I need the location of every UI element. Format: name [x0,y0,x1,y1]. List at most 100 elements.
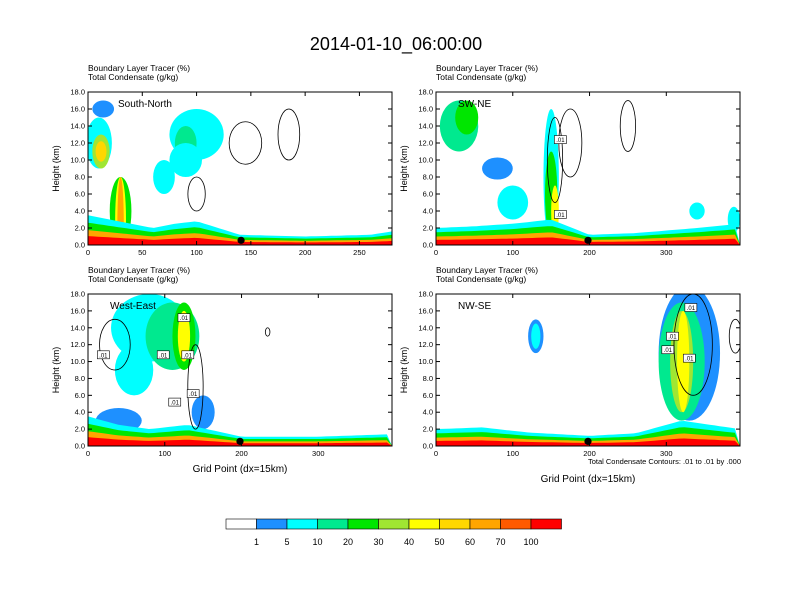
condensate-contour-3 [619,100,636,152]
colorbar-label: 1 [254,537,259,547]
y-tick-label: 4.0 [423,408,433,417]
tracer-plume-7 [169,143,202,177]
x-tick-label: 300 [660,449,673,458]
y-tick-label: 16.0 [70,105,85,114]
contour-value-label: .01 [666,331,679,341]
colorbar-swatch [469,518,501,530]
colorbar-swatch [500,518,532,530]
colorbar-swatch [317,518,349,530]
figure-title: 2014-01-10_06:00:00 [310,34,482,55]
y-tick-label: 12.0 [70,139,85,148]
x-tick-label: 200 [235,449,248,458]
x-tick-label: 100 [159,449,172,458]
y-tick-label: 8.0 [75,374,85,383]
cross-section-label: South-North [118,99,172,110]
panel-subtitle-line2: Total Condensate (g/kg) [436,274,526,284]
x-tick-label: 200 [299,248,312,257]
panel-3: 0.0 2.0 4.0 6.0 8.0 10.0 12.0 14.0 16.0 18.0 0 100 2… [51,265,393,475]
x-tick-label: 0 [434,449,438,458]
tracer-plume-8 [153,160,175,194]
y-tick-label: 12.0 [418,340,433,349]
x-tick-label: 100 [190,248,203,257]
panel-1: 0.0 2.0 4.0 6.0 8.0 10.0 12.0 14.0 16.0 18.0 0 50 10… [51,63,393,257]
plot-frame [87,91,393,246]
svg-text:.01: .01 [556,213,565,219]
location-marker [584,236,592,244]
y-tick-label: 6.0 [423,391,433,400]
panel-2: 0.0 2.0 4.0 6.0 8.0 10.0 12.0 14.0 16.0 18.0 0 100 2… [399,63,741,257]
contour-value-label: .01 [661,345,675,354]
y-tick-label: 8.0 [423,374,433,383]
x-axis-label: Grid Point (dx=15km) [541,474,636,485]
colorbar-swatch [408,518,440,530]
tracer-field [436,100,740,245]
svg-text:.01: .01 [180,316,189,322]
colorbar: 1 5 10 20 30 40 50 60 70 100 [225,518,562,547]
condensate-contour-3 [264,327,271,337]
panel-subtitle-line1: Boundary Layer Tracer (%) [436,63,538,73]
tracer-plume-4 [177,310,191,362]
y-tick-label: 0.0 [423,241,433,250]
svg-text:.01: .01 [159,353,168,359]
boundary-layer-band-4 [436,438,740,446]
plot-frame [87,293,393,447]
condensate-contour-1 [673,294,713,396]
contour-value-label: .01 [554,135,567,144]
y-axis-label: Height (km) [399,145,409,192]
colorbar-label: 5 [284,537,289,547]
svg-text:.01: .01 [556,138,565,144]
colorbar-swatch [378,518,410,530]
colorbar-swatch [347,518,379,530]
y-axis-label: Height (km) [51,347,61,394]
tracer-plume-8 [689,202,705,220]
y-tick-label: 12.0 [70,340,85,349]
colorbar-swatch [256,518,288,530]
contour-info: Total Condensate Contours: .01 to .01 by… [588,457,741,466]
colorbar-label: 10 [312,537,322,547]
colorbar-label: 50 [434,537,444,547]
y-tick-label: 14.0 [418,122,433,131]
location-marker [584,437,592,445]
tracer-field [88,100,392,245]
cross-section-label: NW-SE [458,301,491,312]
contour-value-label: .01 [181,350,195,359]
colorbar-swatch [286,518,318,530]
svg-text:.01: .01 [664,348,673,354]
y-tick-label: 14.0 [418,323,433,332]
svg-text:.01: .01 [687,306,696,312]
y-tick-label: 6.0 [75,391,85,400]
y-tick-label: 4.0 [75,207,85,216]
y-tick-label: 6.0 [75,190,85,199]
contour-value-label: .01 [186,389,200,398]
y-tick-label: 10.0 [418,357,433,366]
svg-text:.01: .01 [189,392,198,398]
svg-text:.01: .01 [184,353,193,359]
condensate-contour-2 [277,108,301,161]
y-tick-label: 4.0 [423,207,433,216]
y-tick-label: 18.0 [418,290,433,299]
y-tick-label: 0.0 [75,241,85,250]
y-tick-label: 14.0 [70,122,85,131]
x-tick-label: 300 [660,248,673,257]
y-tick-label: 16.0 [418,105,433,114]
y-tick-label: 2.0 [75,224,85,233]
x-tick-label: 0 [86,248,90,257]
colorbar-label: 20 [343,537,353,547]
colorbar-label: 60 [465,537,475,547]
x-tick-label: 250 [353,248,366,257]
y-tick-label: 2.0 [423,224,433,233]
contour-value-label: .01 [683,353,696,363]
plot-frame [435,293,741,447]
y-tick-label: 8.0 [75,173,85,182]
y-tick-label: 12.0 [418,139,433,148]
condensate-contour-2 [728,318,740,354]
colorbar-label: 100 [523,537,538,547]
contour-value-label: .01 [554,210,567,219]
cross-section-label: West-East [110,301,156,312]
panel-subtitle-line1: Boundary Layer Tracer (%) [88,265,190,275]
colorbar-label: 70 [495,537,505,547]
tracer-plume-4 [497,185,529,220]
tracer-plume-3 [482,157,513,180]
y-tick-label: 10.0 [418,156,433,165]
panel-subtitle-line1: Boundary Layer Tracer (%) [88,63,190,73]
